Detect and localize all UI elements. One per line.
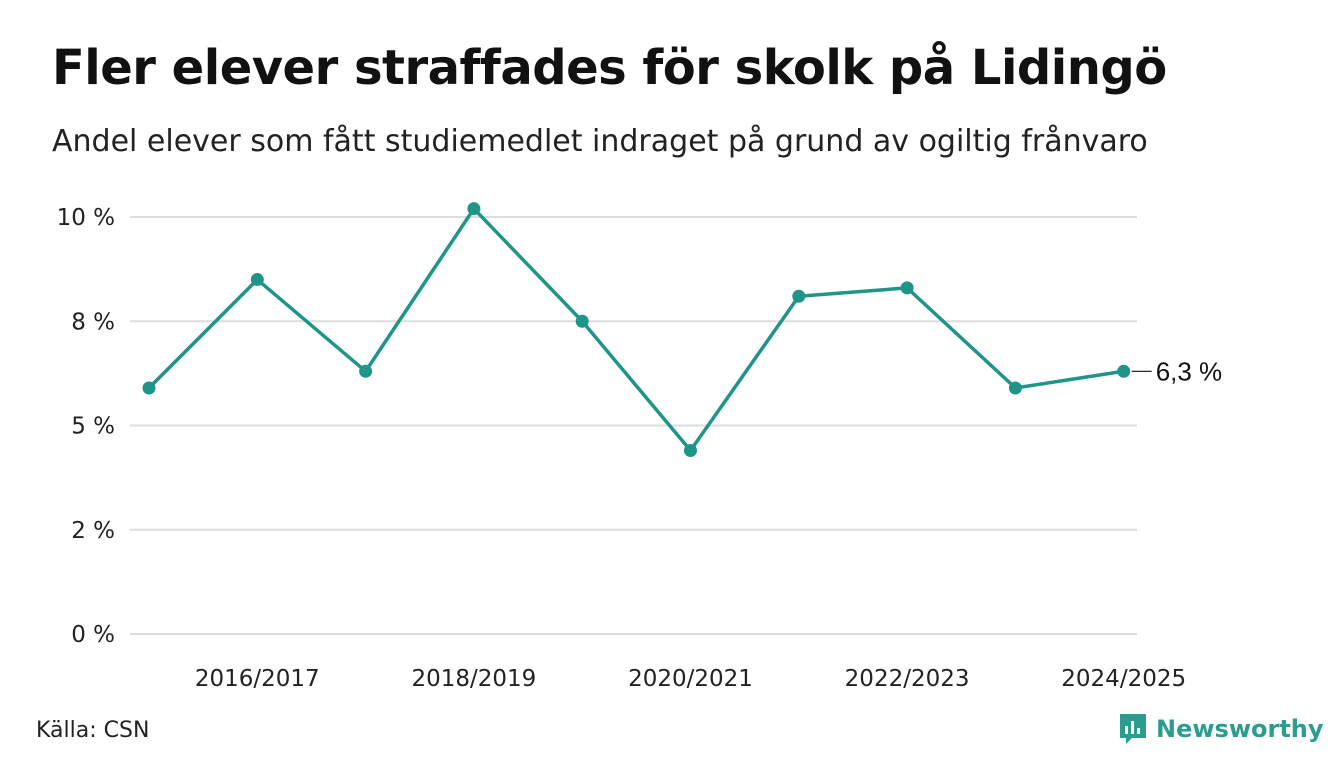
y-tick-label: 8 % [71,309,115,335]
data-point [575,314,589,328]
x-tick-label: 2016/2017 [195,666,320,692]
series-line [147,206,1124,453]
y-tick-label: 5 % [71,414,115,440]
data-point [684,444,697,458]
data-point [250,273,264,287]
y-tick-label: 10 % [57,205,115,231]
end-value-label: 6,3 % [1156,356,1223,386]
data-point [142,381,156,395]
chart-subtitle: Andel elever som fått studiemedlet indra… [52,124,1148,159]
x-tick-label: 2018/2019 [411,666,536,692]
data-point [359,364,373,378]
x-tick-label: 2020/2021 [628,666,753,692]
newsworthy-logo-icon [1120,714,1146,744]
chart-title: Fler elever straffades för skolk på Lidi… [52,40,1167,96]
data-point [1008,381,1022,395]
y-tick-label: 2 % [71,518,115,544]
x-tick-label: 2022/2023 [845,666,970,692]
x-tick-label: 2024/2025 [1061,666,1186,692]
data-point [1117,364,1131,378]
source-note: Källa: CSN [36,718,150,743]
y-tick-label: 0 % [71,622,115,648]
brand-logo: Newsworthy [1118,712,1324,746]
data-point [792,289,806,303]
brand-name: Newsworthy [1156,715,1324,743]
data-point [467,202,481,216]
data-point [900,281,914,295]
